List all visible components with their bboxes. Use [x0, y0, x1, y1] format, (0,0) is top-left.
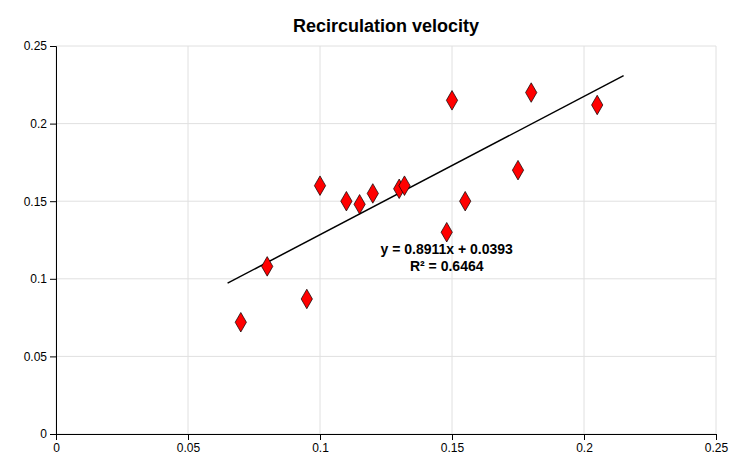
x-tick: 0.15 — [441, 434, 465, 455]
y-grid-line — [56, 356, 716, 357]
point — [441, 222, 452, 242]
x-tick-mark — [320, 434, 321, 440]
x-grid-line — [188, 46, 189, 434]
x-tick-label: 0.15 — [441, 441, 465, 455]
y-tick: 0.25 — [24, 39, 56, 53]
y-tick-mark — [50, 434, 56, 435]
x-tick: 0.25 — [705, 434, 729, 455]
y-grid-line — [56, 46, 716, 47]
x-tick-label: 0.1 — [312, 441, 329, 455]
point — [235, 312, 246, 332]
x-tick-mark — [452, 434, 453, 440]
chart: 0 0.05 0.1 0.15 0.2 0.25 0 0.05 0.1 0.15 0.2 0.25 y … — [0, 0, 740, 474]
x-tick-label: 0 — [53, 441, 60, 455]
x-tick-mark — [584, 434, 585, 440]
y-tick: 0.2 — [30, 117, 56, 131]
trend-line — [228, 76, 624, 283]
x-tick-label: 0.25 — [705, 441, 729, 455]
y-axis-line — [50, 47, 57, 435]
point — [446, 91, 457, 111]
point — [460, 191, 471, 211]
y-tick: 0 — [40, 427, 56, 441]
plot: 0 0.05 0.1 0.15 0.2 0.25 0 0.05 0.1 0.15 0.2 0.25 y … — [24, 39, 729, 454]
y-tick-mark — [50, 124, 56, 125]
y-axis: 0 0.05 0.1 0.15 0.2 0.25 — [24, 39, 57, 441]
point — [592, 95, 603, 115]
annotation: R² = 0.6464 — [410, 258, 484, 274]
x-tick: 0.05 — [177, 434, 201, 455]
x-tick-label: 0.2 — [576, 441, 593, 455]
point — [262, 257, 273, 277]
point — [314, 176, 325, 196]
point — [301, 289, 312, 309]
x-grid-line — [320, 46, 321, 434]
y-tick-mark — [50, 201, 56, 202]
annotation: y = 0.8911x + 0.0393 — [381, 241, 514, 257]
y-tick-mark — [50, 356, 56, 357]
point — [341, 191, 352, 211]
x-tick-label: 0.05 — [177, 441, 201, 455]
y-tick-mark — [50, 279, 56, 280]
y-tick-mark — [50, 46, 56, 47]
point — [354, 195, 365, 215]
x-axis: 0 0.05 0.1 0.15 0.2 0.25 — [53, 434, 728, 455]
y-tick: 0.1 — [30, 272, 56, 286]
y-grid-line — [56, 278, 716, 279]
x-axis-line — [57, 435, 717, 441]
x-tick: 0.1 — [312, 434, 329, 455]
x-tick-mark — [188, 434, 189, 440]
y-tick-label: 0.15 — [24, 195, 48, 209]
grid — [56, 46, 716, 434]
x-grid-line — [584, 46, 585, 434]
point — [512, 160, 523, 180]
marks — [228, 76, 624, 332]
y-tick-label: 0.2 — [30, 117, 47, 131]
y-tick: 0.05 — [24, 350, 56, 364]
y-tick-label: 0.1 — [30, 272, 47, 286]
y-tick-label: 0 — [40, 427, 47, 441]
title: Recirculation velocity — [293, 16, 479, 36]
point — [526, 83, 537, 103]
y-tick-label: 0.05 — [24, 350, 48, 364]
y-tick: 0.15 — [24, 195, 56, 209]
x-tick-mark — [716, 434, 717, 440]
x-grid-line — [716, 46, 717, 434]
x-tick: 0.2 — [576, 434, 593, 455]
y-grid-line — [56, 123, 716, 124]
point — [399, 176, 410, 196]
x-tick: 0 — [53, 434, 60, 455]
y-tick-label: 0.25 — [24, 39, 48, 53]
point — [367, 184, 378, 204]
